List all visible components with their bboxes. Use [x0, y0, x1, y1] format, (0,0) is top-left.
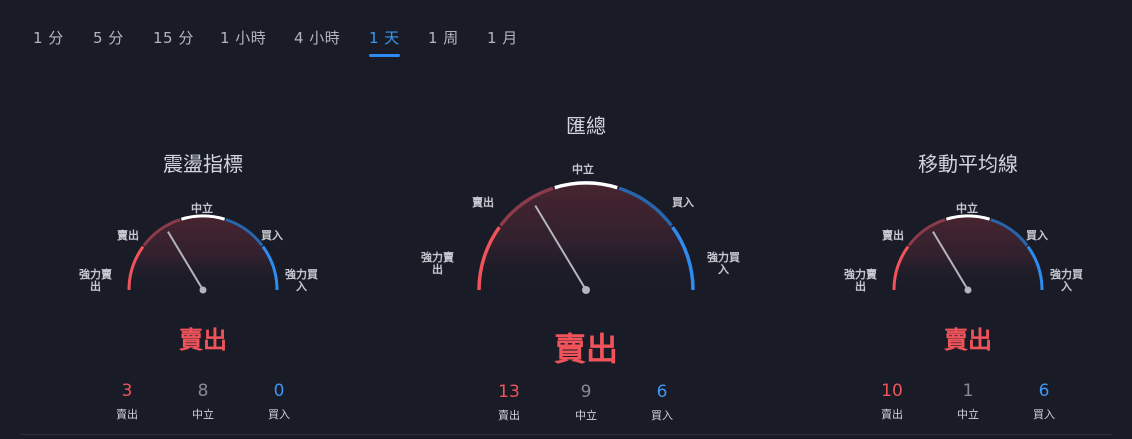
arc-sell: [499, 186, 554, 227]
arc-sell: [907, 218, 946, 247]
label-neutral: 中立: [572, 163, 594, 176]
arc-strong-buy: [671, 226, 695, 291]
gauge-fill: [894, 216, 1042, 290]
buy-count: 6 買入: [1033, 381, 1055, 421]
arc-strong-sell: [127, 245, 145, 291]
arc-buy: [618, 186, 673, 227]
signal-text: 賣出: [553, 330, 618, 368]
signal-text: 賣出: [944, 325, 992, 354]
summary-gauge: 匯總 強力賣出 賣出 中立 買入 強力買入 賣出 13 賣出 9 中立 6 買入: [406, 100, 766, 430]
signal-text: 賣出: [179, 325, 227, 354]
label-sell: 賣出: [117, 229, 139, 242]
arc-neutral: [180, 214, 226, 221]
buy-count: 6 買入: [651, 382, 673, 422]
label-sell: 賣出: [882, 229, 904, 242]
label-strong-buy: 強力買入: [1050, 268, 1083, 293]
needle-pivot: [964, 286, 972, 294]
tab-1-hour[interactable]: 1 小時: [220, 29, 267, 47]
label-buy: 買入: [672, 196, 694, 209]
timeframe-tabs: 1 分 5 分 15 分 1 小時 4 小時 1 天 1 周 1 月: [20, 0, 1120, 60]
label-neutral: 中立: [956, 202, 978, 215]
active-tab-indicator: [369, 54, 400, 57]
label-sell: 賣出: [472, 196, 494, 209]
label-strong-sell: 強力賣出: [79, 268, 112, 293]
arc-strong-sell: [892, 245, 910, 291]
tab-1-month[interactable]: 1 月: [487, 29, 518, 47]
tab-1-day[interactable]: 1 天: [369, 27, 400, 59]
gauge-title: 震盪指標: [163, 152, 243, 176]
arc-buy: [990, 218, 1029, 247]
needle-pivot: [199, 286, 207, 294]
tab-4-hours[interactable]: 4 小時: [294, 29, 341, 47]
sell-count: 10 賣出: [881, 381, 903, 421]
sell-count: 13 賣出: [498, 382, 520, 422]
arc-strong-buy: [1026, 245, 1044, 291]
label-buy: 買入: [1026, 229, 1048, 242]
neutral-count: 8 中立: [192, 381, 214, 421]
arc-strong-buy: [261, 245, 279, 291]
neutral-count: 1 中立: [957, 381, 979, 421]
gauge-needle: [534, 205, 587, 291]
gauge-dial: [477, 181, 695, 294]
tab-1-week[interactable]: 1 周: [428, 29, 459, 47]
label-strong-buy: 強力買入: [285, 268, 318, 293]
tab-5-minutes[interactable]: 5 分: [93, 29, 124, 47]
label-neutral: 中立: [191, 202, 213, 215]
arc-buy: [225, 218, 264, 247]
needle-pivot: [582, 286, 590, 294]
arc-sell: [142, 218, 181, 247]
tab-1-minute[interactable]: 1 分: [33, 29, 64, 47]
tab-15-minutes[interactable]: 15 分: [153, 29, 194, 47]
label-strong-buy: 強力買入: [707, 251, 740, 276]
neutral-count: 9 中立: [575, 382, 597, 422]
arc-neutral: [945, 214, 991, 221]
label-strong-sell: 強力賣出: [421, 251, 454, 276]
gauge-title: 移動平均線: [918, 152, 1018, 176]
gauge-title: 匯總: [566, 114, 606, 138]
arc-neutral: [554, 181, 618, 190]
label-strong-sell: 強力賣出: [844, 268, 877, 293]
gauge-fill: [129, 216, 277, 290]
label-buy: 買入: [261, 229, 283, 242]
gauge-dial: [892, 214, 1044, 294]
buy-count: 0 買入: [268, 381, 290, 421]
moving-averages-gauge: 移動平均線 強力賣出 賣出 中立 買入 強力買入 賣出 10 賣出 1 中立 6 買入: [838, 140, 1098, 430]
gauge-needle: [167, 231, 204, 291]
oscillators-gauge: 震盪指標 強力賣出 賣出 中立 買入 強力買入 賣出 3 賣出 8 中立 0 買入: [73, 140, 333, 430]
gauge-needle: [932, 231, 969, 291]
gauge-fill: [479, 183, 693, 290]
sell-count: 3 賣出: [116, 381, 138, 421]
gauge-dial: [127, 214, 279, 294]
arc-strong-sell: [477, 226, 501, 291]
divider: [20, 434, 1112, 435]
